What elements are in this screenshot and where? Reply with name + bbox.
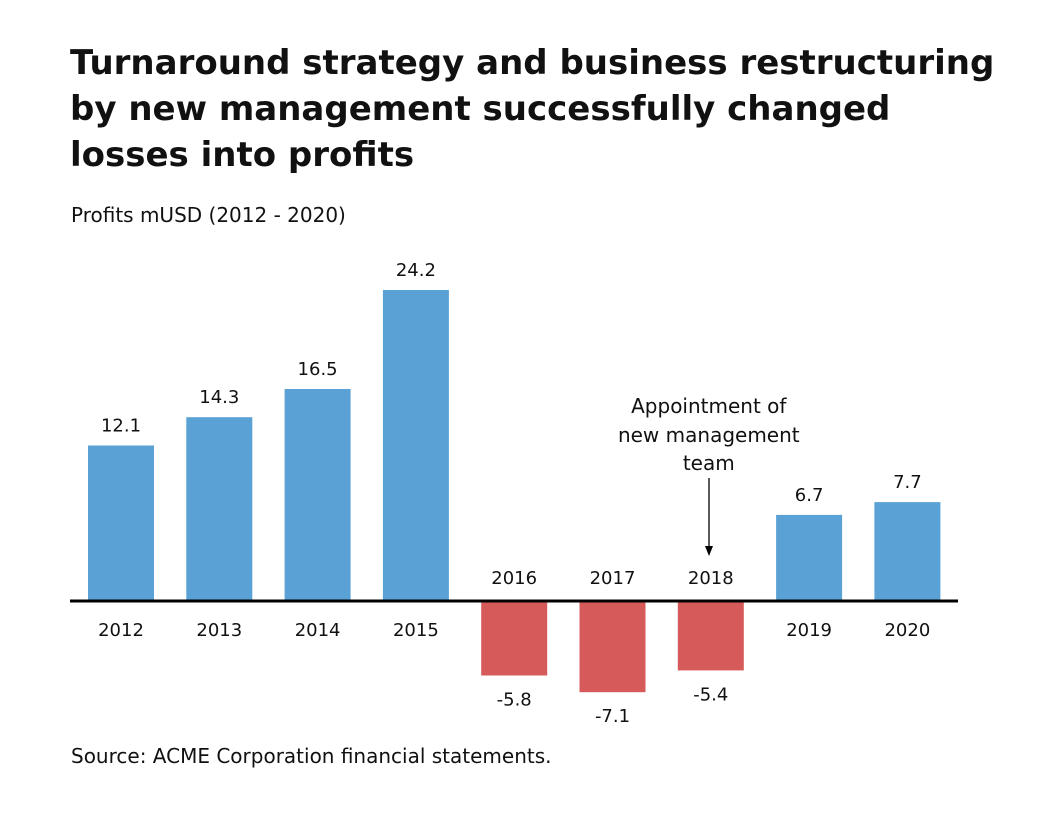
bar-2012 — [88, 445, 154, 601]
bar-2017 — [579, 601, 646, 693]
year-label-2019: 2019 — [786, 620, 832, 641]
year-label-2013: 2013 — [196, 620, 242, 641]
value-label-2013: 14.3 — [199, 387, 239, 408]
bar-2020 — [874, 502, 941, 601]
value-label-2018: -5.4 — [693, 684, 728, 705]
year-label-2012: 2012 — [98, 620, 144, 641]
year-label-2017: 2017 — [590, 568, 636, 589]
annotation-line-3: team — [683, 451, 735, 475]
value-labels-group: 12.1 14.3 16.5 24.2 -5.8 -7.1 -5.4 6.7 7.7 — [101, 260, 922, 727]
value-label-2017: -7.1 — [595, 706, 630, 727]
value-label-2016: -5.8 — [497, 690, 532, 711]
year-label-2018: 2018 — [688, 568, 734, 589]
bars-group — [88, 290, 941, 693]
year-label-2020: 2020 — [884, 620, 930, 641]
annotation-arrow-head — [705, 546, 713, 556]
bar-2015 — [382, 290, 449, 601]
year-label-2014: 2014 — [295, 620, 341, 641]
annotation-line-1: Appointment of — [631, 394, 787, 418]
value-label-2019: 6.7 — [795, 485, 824, 506]
value-label-2012: 12.1 — [101, 416, 141, 437]
year-label-2016: 2016 — [491, 568, 537, 589]
bar-2013 — [186, 417, 253, 601]
value-label-2015: 24.2 — [396, 260, 436, 281]
annotation-group: Appointment of new management team — [618, 394, 800, 556]
chart-title: Turnaround strategy and business restruc… — [70, 43, 995, 175]
year-labels-group: 2012 2013 2014 2015 2016 2017 2018 2019 2020 — [98, 568, 930, 641]
bar-2016 — [481, 601, 548, 676]
value-label-2014: 16.5 — [298, 359, 338, 380]
year-label-2015: 2015 — [393, 620, 439, 641]
bar-2014 — [284, 389, 351, 601]
chart-subtitle: Profits mUSD (2012 - 2020) — [71, 203, 346, 227]
source-note: Source: ACME Corporation financial state… — [71, 744, 552, 768]
value-label-2020: 7.7 — [893, 472, 922, 493]
bar-2019 — [776, 514, 843, 601]
bar-2018 — [677, 601, 744, 671]
annotation-line-2: new management — [618, 423, 800, 447]
